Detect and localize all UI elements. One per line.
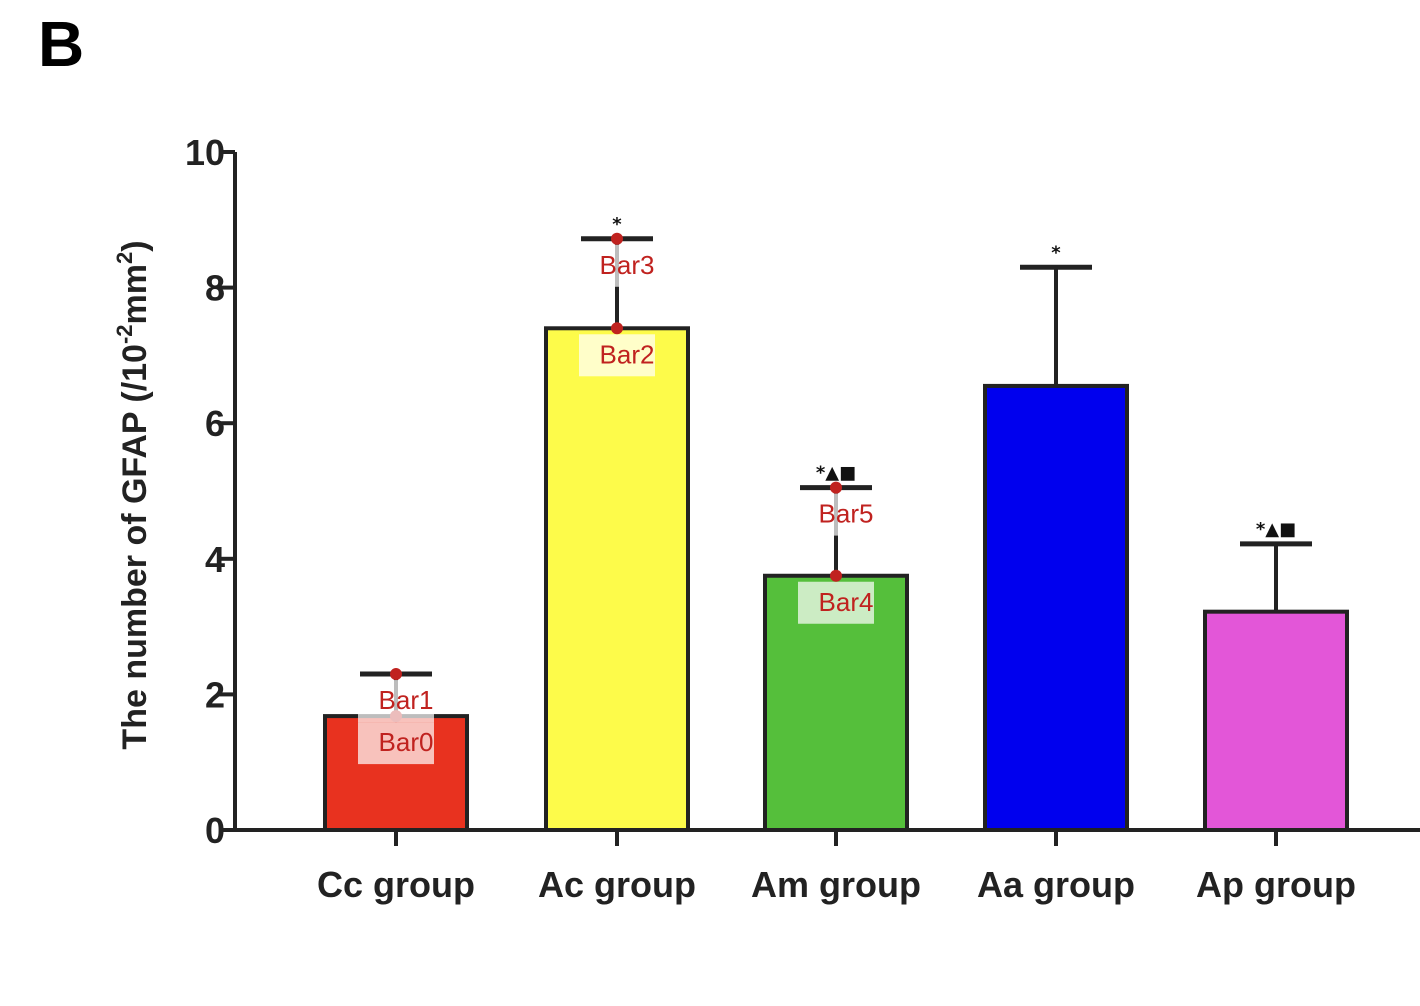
svg-text:Bar1: Bar1 xyxy=(379,685,434,715)
svg-text:Bar5: Bar5 xyxy=(819,499,874,529)
axes xyxy=(233,152,1420,832)
svg-text:Bar3: Bar3 xyxy=(600,250,655,280)
y-axis-title-end: ) xyxy=(116,240,154,251)
point-annotation-5: Bar5 xyxy=(798,481,874,536)
y-axis-title-sup1: -2 xyxy=(112,324,137,344)
point-annotation-4: Bar4 xyxy=(798,569,874,624)
y-tick-label-2: 4 xyxy=(205,539,225,580)
panel-letter: B xyxy=(38,8,84,80)
y-tick-label-1: 2 xyxy=(205,674,225,715)
error-bar-3 xyxy=(1020,264,1092,386)
x-tick-label-0: Cc group xyxy=(317,864,475,905)
significance-mark-3: * xyxy=(1051,242,1061,263)
error-bar-4 xyxy=(1240,541,1312,612)
y-axis-title-sup2: 2 xyxy=(112,252,137,264)
point-annotations: Bar0 Bar1 Bar2 Bar3 Bar4 Bar5 xyxy=(358,232,874,765)
bar-4 xyxy=(1203,609,1349,833)
y-tick-label-0: 0 xyxy=(205,810,225,851)
point-annotation-2: Bar2 xyxy=(579,322,655,377)
significance-mark-4: *▲■ xyxy=(1256,519,1296,540)
bar-3 xyxy=(983,383,1129,832)
y-ticks: 0 2 4 6 8 10 xyxy=(185,132,235,851)
y-axis-title-main: The number of GFAP (/10 xyxy=(116,344,154,750)
svg-text:The number of GFAP (/10-2mm2): The number of GFAP (/10-2mm2) xyxy=(112,240,154,749)
y-tick-label-4: 8 xyxy=(205,268,225,309)
point-annotation-1: Bar1 xyxy=(358,668,434,723)
x-tick-labels: Cc group Ac group Am group Aa group Ap group xyxy=(317,830,1356,905)
svg-text:Bar0: Bar0 xyxy=(379,727,434,757)
svg-text:Bar2: Bar2 xyxy=(600,339,655,369)
significance-mark-1: * xyxy=(612,214,622,235)
x-tick-label-3: Aa group xyxy=(977,864,1135,905)
y-tick-label-3: 6 xyxy=(205,403,225,444)
point-annotation-3: Bar3 xyxy=(579,232,655,287)
significance-mark-2: *▲■ xyxy=(816,463,856,484)
y-axis-title-mid: mm xyxy=(116,264,154,324)
significance-marks: * *▲■ * *▲■ xyxy=(612,214,1296,540)
y-axis-title: The number of GFAP (/10-2mm2) xyxy=(112,240,154,749)
svg-text:Bar4: Bar4 xyxy=(819,587,874,617)
x-tick-label-4: Ap group xyxy=(1196,864,1356,905)
y-tick-label-5: 10 xyxy=(185,132,225,173)
x-tick-label-1: Ac group xyxy=(538,864,696,905)
bar-1 xyxy=(544,326,690,832)
x-tick-label-2: Am group xyxy=(751,864,921,905)
point-annotation-0: Bar0 xyxy=(358,710,434,765)
